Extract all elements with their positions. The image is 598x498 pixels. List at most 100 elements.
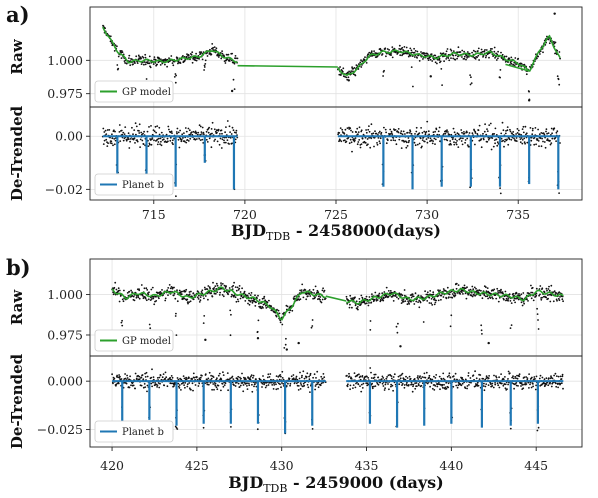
data-point <box>367 128 370 131</box>
data-point <box>534 388 537 391</box>
data-point <box>103 139 106 142</box>
data-point <box>432 291 435 294</box>
data-point <box>456 292 459 294</box>
data-point <box>203 315 206 317</box>
data-point <box>118 289 121 292</box>
data-point <box>460 129 463 131</box>
data-point <box>378 130 381 133</box>
data-point <box>203 297 205 300</box>
data-point <box>535 384 537 387</box>
data-point <box>359 375 362 378</box>
data-point <box>210 146 213 149</box>
data-point <box>553 374 555 377</box>
data-point <box>201 133 203 135</box>
y-tick-label: 0.975 <box>47 327 83 342</box>
data-point <box>412 385 414 388</box>
data-point <box>411 293 414 296</box>
gp-model-line <box>337 34 561 77</box>
data-point <box>507 370 510 373</box>
data-point <box>452 50 455 52</box>
data-point <box>167 140 169 143</box>
data-point <box>293 295 296 298</box>
data-point <box>460 137 462 140</box>
data-point <box>520 62 523 65</box>
data-point <box>467 374 470 377</box>
data-point <box>120 57 123 59</box>
data-point <box>422 321 425 323</box>
data-point <box>120 129 123 132</box>
data-point <box>117 382 120 385</box>
data-point <box>421 376 424 378</box>
data-point <box>366 138 369 140</box>
data-point <box>530 139 533 142</box>
data-point <box>290 375 293 378</box>
data-point <box>202 142 205 144</box>
data-point <box>221 52 224 55</box>
data-point <box>135 296 138 299</box>
data-point <box>522 300 525 303</box>
data-point <box>180 140 183 143</box>
data-point <box>189 137 192 140</box>
data-point <box>176 289 178 292</box>
data-point <box>445 387 448 390</box>
data-point <box>348 306 351 309</box>
data-point <box>545 296 548 299</box>
data-point <box>170 375 173 377</box>
data-point <box>158 376 161 379</box>
data-point <box>201 126 204 129</box>
data-point <box>243 292 246 294</box>
data-point <box>512 377 515 380</box>
data-point <box>182 381 185 384</box>
data-point <box>199 299 202 302</box>
data-point <box>238 287 241 290</box>
data-point <box>476 381 479 384</box>
data-point <box>236 298 239 301</box>
data-point <box>210 377 213 380</box>
data-point <box>550 142 553 145</box>
data-point <box>156 125 159 127</box>
data-point <box>395 325 398 328</box>
data-point <box>555 292 557 294</box>
data-point <box>485 383 488 385</box>
data-point <box>446 48 449 50</box>
data-point <box>205 130 208 133</box>
data-point <box>473 293 475 296</box>
data-point <box>495 59 498 61</box>
data-point <box>498 376 500 379</box>
data-point <box>461 377 464 379</box>
data-point <box>531 129 534 132</box>
data-point <box>401 294 404 297</box>
data-point <box>476 289 479 292</box>
data-point <box>382 385 385 387</box>
data-point <box>134 387 137 390</box>
data-point <box>243 290 246 293</box>
data-point <box>166 385 169 388</box>
data-point <box>499 192 502 195</box>
data-point <box>224 141 227 144</box>
data-point <box>493 50 496 53</box>
data-point <box>344 139 346 142</box>
data-point <box>187 140 190 142</box>
data-point <box>216 291 219 293</box>
data-point <box>431 142 434 145</box>
data-point <box>400 302 403 304</box>
data-point <box>170 130 173 133</box>
data-point <box>536 307 538 310</box>
data-point <box>385 377 388 380</box>
data-point <box>396 331 399 334</box>
data-point <box>279 374 282 376</box>
data-point <box>519 138 522 141</box>
data-point <box>196 138 198 140</box>
data-point <box>231 293 233 296</box>
data-point <box>128 290 131 293</box>
data-point <box>323 289 326 292</box>
data-point <box>488 124 491 126</box>
data-point <box>468 289 470 292</box>
gp-model-bridge <box>505 63 530 72</box>
data-point <box>491 385 494 387</box>
data-point <box>466 55 469 58</box>
data-point <box>131 382 134 385</box>
data-point <box>553 290 556 293</box>
data-point <box>534 378 536 380</box>
